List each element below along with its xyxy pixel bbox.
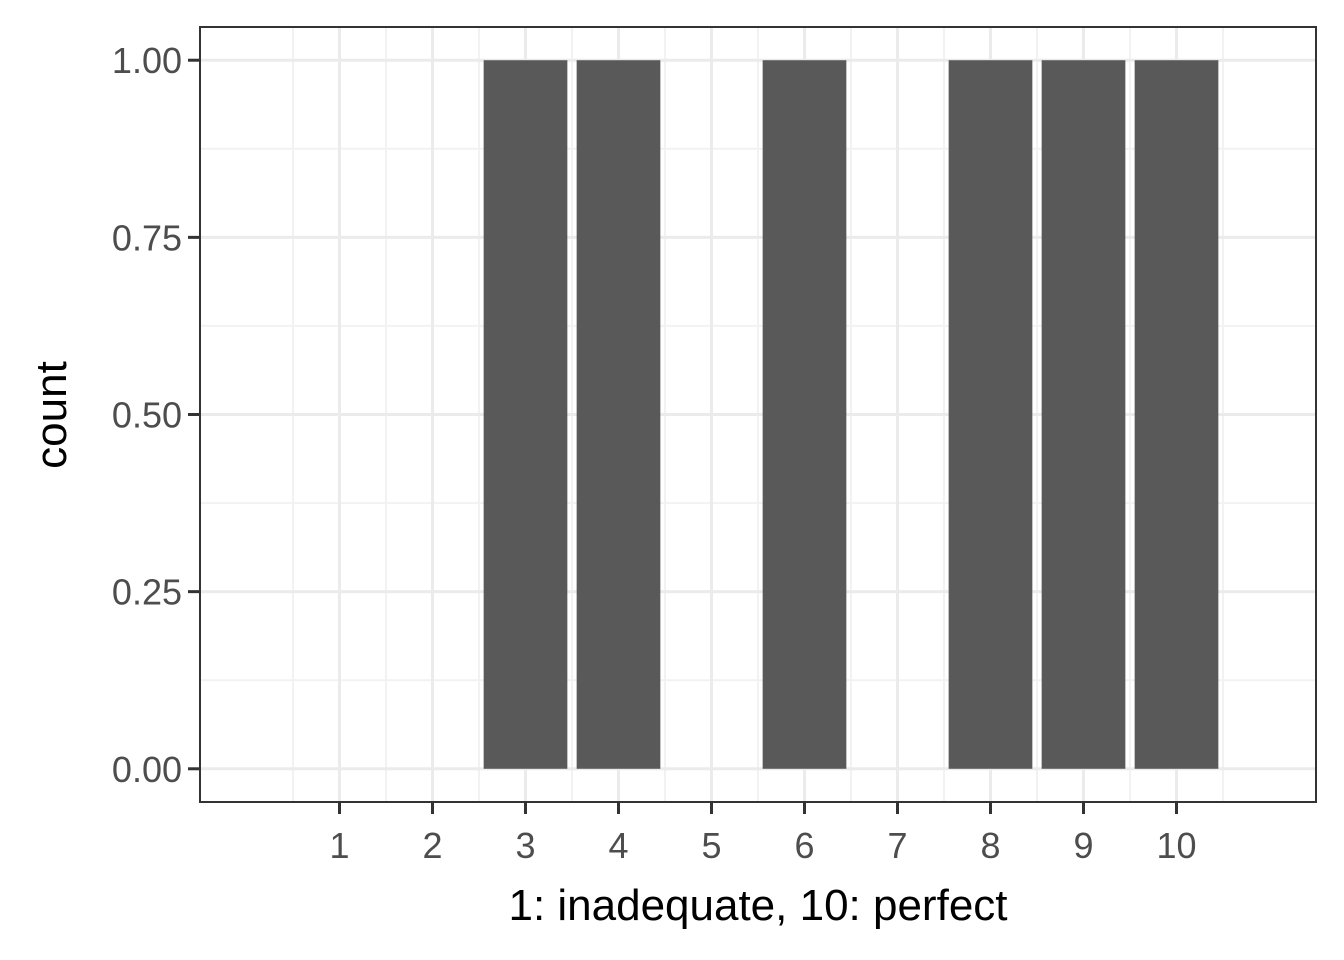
x-tick-label: 3 [515,825,535,866]
y-axis: 0.00 0.25 0.50 0.75 1.00 [112,40,200,790]
y-tick-label: 0.25 [112,572,182,613]
bar-3 [483,60,568,769]
y-tick-label: 0.75 [112,217,182,258]
x-axis: 1 2 3 4 5 6 7 8 9 10 [329,802,1197,866]
x-tick-label: 8 [980,825,1000,866]
x-tick-label: 6 [794,825,814,866]
x-axis-title: 1: inadequate, 10: perfect [508,881,1007,930]
y-tick-label: 0.50 [112,395,182,436]
bar-6 [762,60,847,769]
bars [483,60,1219,769]
x-tick-label: 4 [608,825,628,866]
x-tick-label: 10 [1156,825,1196,866]
y-tick-label: 1.00 [112,40,182,81]
bar-4 [576,60,661,769]
x-tick-label: 2 [422,825,442,866]
y-axis-title: count [27,361,76,469]
bar-8 [948,60,1033,769]
bar-9 [1041,60,1126,769]
x-tick-label: 1 [329,825,349,866]
x-tick-label: 5 [701,825,721,866]
bar-10 [1134,60,1219,769]
x-tick-label: 9 [1073,825,1093,866]
y-tick-label: 0.00 [112,749,182,790]
x-tick-label: 7 [887,825,907,866]
